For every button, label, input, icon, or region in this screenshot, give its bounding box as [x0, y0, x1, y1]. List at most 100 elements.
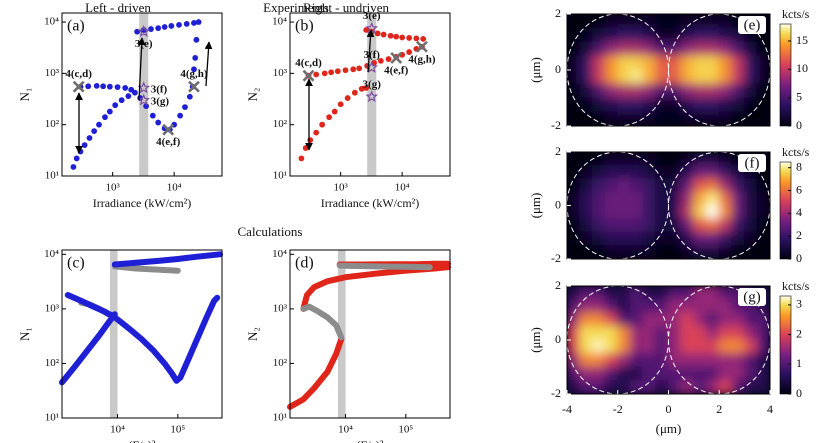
y-tick-label: -2 — [551, 118, 561, 132]
heatmap-cell — [617, 326, 631, 341]
heatmap-cell — [642, 312, 657, 327]
data-point — [192, 55, 199, 61]
annotation: 3(g) — [151, 96, 170, 108]
heatmap-cell — [693, 27, 708, 43]
heatmap-cell — [629, 111, 644, 126]
heatmap-cell — [579, 14, 593, 29]
heatmap-cell — [604, 231, 619, 247]
heatmap-cell — [629, 286, 644, 300]
panel-label: (g) — [743, 289, 761, 305]
y-tick-label: 10³ — [45, 67, 60, 79]
heatmap-cell — [591, 205, 606, 220]
y-axis-label: (μm) — [528, 57, 543, 83]
heatmap-cell — [617, 164, 631, 180]
y-axis-label: (μm) — [528, 327, 543, 353]
heatmap-cell — [693, 205, 708, 220]
heatmap-cell — [579, 326, 593, 341]
heatmap-cell — [629, 83, 644, 99]
colorbar-tick-label: 0 — [796, 386, 802, 400]
heatmap-cell — [706, 218, 720, 233]
heatmap-cell — [591, 164, 606, 180]
y-tick-label: -2 — [551, 251, 561, 265]
heatmap-cell — [731, 191, 746, 206]
heatmap-cell — [617, 366, 631, 381]
heatmap-cell — [604, 83, 619, 99]
data-point — [350, 66, 357, 73]
colorbar-tick-label: 15 — [796, 33, 808, 47]
data-point — [148, 26, 154, 32]
heatmap-cell — [744, 218, 758, 233]
heatmap-cell — [655, 326, 669, 341]
heatmap-cell — [642, 164, 657, 180]
lobe-outline — [567, 14, 669, 126]
heatmap-cell — [629, 164, 644, 180]
colorbar-label: kcts/s — [782, 145, 810, 159]
heatmap-cell — [680, 339, 695, 354]
colorbar-tick-label: 2 — [796, 228, 802, 242]
x-tick-label: 10⁴ — [338, 424, 353, 436]
heatmap-cell — [604, 353, 619, 368]
heatmap-cell — [693, 286, 708, 300]
heatmap-cell — [718, 380, 733, 394]
data-point — [342, 67, 349, 74]
data-point — [328, 69, 335, 76]
heatmap-cell — [655, 312, 669, 327]
heatmap-cell — [706, 380, 720, 394]
heatmap-cell — [655, 339, 669, 354]
colorbar-tick-label: 0 — [796, 251, 802, 265]
heatmap-cell — [680, 380, 695, 394]
x-tick-label: 10³ — [106, 182, 121, 194]
heatmap-cell — [591, 111, 606, 126]
heatmap-cell — [579, 286, 593, 300]
x-tick-label: -4 — [562, 402, 572, 416]
heatmap-cell — [680, 205, 695, 220]
colorbar-tick-label: 0 — [796, 118, 802, 132]
heatmap-cell — [744, 55, 758, 71]
heatmap-cell — [756, 231, 770, 247]
heatmap-cell — [680, 97, 695, 113]
heatmap-cell — [718, 55, 733, 71]
heatmap-cell — [718, 231, 733, 247]
heatmap-cell — [642, 205, 657, 220]
marker-x — [162, 123, 175, 136]
heatmap-cell — [642, 366, 657, 381]
heatmap-cell — [604, 312, 619, 327]
data-point — [313, 71, 320, 78]
heatmap-cell — [668, 205, 682, 220]
data-point — [161, 24, 168, 30]
heatmap-cell — [744, 41, 758, 57]
heatmap-cell — [731, 231, 746, 247]
heatmap-cell — [680, 231, 695, 247]
heatmap-cell — [744, 326, 758, 341]
colorbar-tick-label: 10 — [796, 61, 808, 75]
heatmap-cell — [731, 380, 746, 394]
heatmap-cell — [591, 41, 606, 57]
heatmap-cell — [756, 380, 770, 394]
data-point — [106, 83, 113, 90]
heatmap-cell — [706, 191, 720, 206]
arrows — [75, 29, 375, 154]
colorbar-tick-label: 4 — [796, 205, 802, 219]
heatmap-cell — [731, 178, 746, 193]
heatmap-cell — [680, 245, 695, 259]
data-point — [193, 36, 200, 43]
frame — [289, 249, 451, 419]
heatmap-cell — [629, 380, 644, 394]
heatmap-cell — [642, 41, 657, 57]
heatmap-cell — [718, 312, 733, 327]
heatmap-cell — [567, 353, 581, 368]
heatmap-cell — [731, 326, 746, 341]
heatmap-cell — [629, 339, 644, 354]
heatmap-cell — [680, 55, 695, 71]
heatmap-cell — [579, 41, 593, 57]
heatmap-cell — [718, 245, 733, 259]
data-point — [380, 31, 387, 38]
heatmap-cell — [591, 14, 606, 29]
heatmap-cell — [567, 231, 581, 247]
heatmap-cell — [579, 353, 593, 368]
heatmap-cell — [617, 27, 631, 43]
heatmap-cell — [655, 205, 669, 220]
heatmap-cell — [718, 218, 733, 233]
heatmap-cell — [579, 366, 593, 381]
